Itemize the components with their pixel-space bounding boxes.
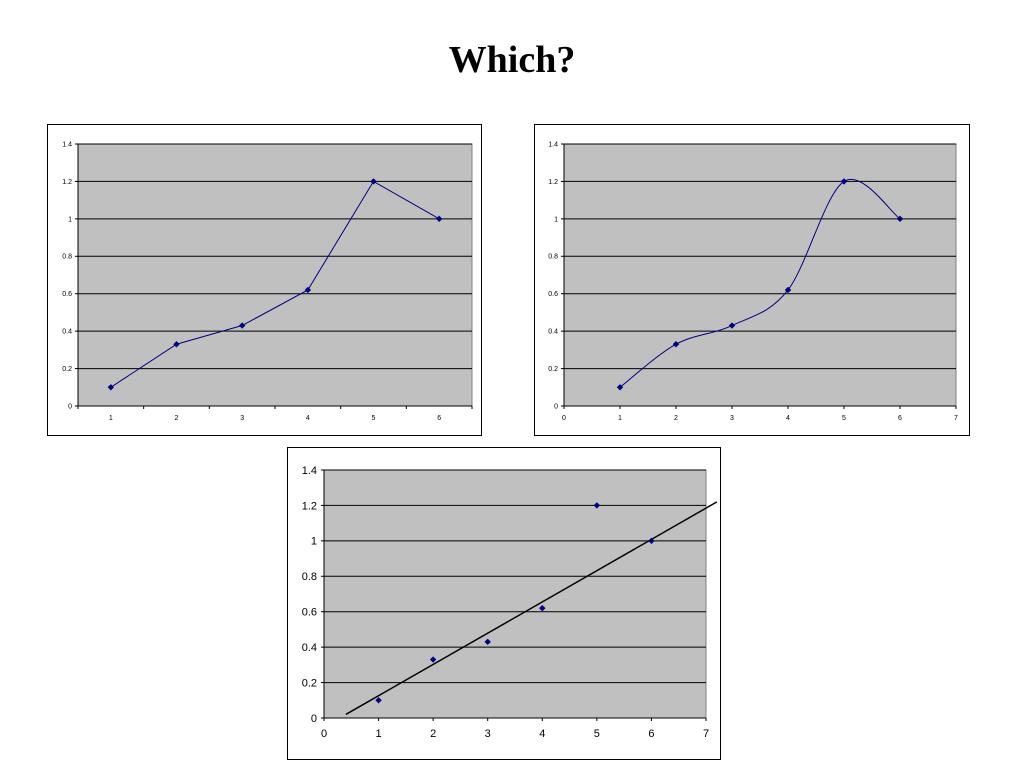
- x-tick-label: 3: [240, 415, 244, 422]
- data-point: [435, 215, 443, 223]
- y-tick-label: 1.4: [548, 141, 558, 148]
- x-tick-label: 2: [674, 415, 678, 422]
- data-point: [107, 384, 115, 391]
- y-tick-label: 0.4: [62, 329, 72, 336]
- plot-area: [323, 469, 707, 719]
- x-tick-label: 4: [306, 415, 310, 422]
- y-tick-label: 1: [554, 216, 558, 223]
- y-tick-label: 0.2: [302, 677, 317, 689]
- y-tick-label: 0.6: [62, 291, 72, 298]
- data-point: [370, 178, 377, 185]
- y-tick-label: 0.8: [302, 571, 317, 583]
- x-tick-label: 0: [321, 728, 327, 740]
- y-tick-label: 0.8: [62, 254, 72, 261]
- x-tick-label: 3: [730, 415, 734, 422]
- chart-scatter-trendline: 0 0.2 0.4 0.6 0.8 1 1.2 1.4 0 1 2 3 4 5 6 7: [287, 447, 721, 760]
- x-tick-label: 5: [372, 415, 376, 422]
- data-point: [238, 322, 246, 329]
- data-point: [728, 322, 736, 329]
- x-tick-label: 3: [485, 728, 491, 740]
- series-line: [619, 178, 901, 388]
- x-tick-label: 5: [594, 728, 600, 740]
- series-line: [110, 180, 440, 388]
- y-tick-label: 0: [68, 403, 72, 410]
- chart-straight-line-svg: 0 0.2 0.4 0.6 0.8 1 1.2 1.4 1 2 3 4 5 6: [62, 141, 473, 422]
- x-tick-label: 7: [703, 728, 709, 740]
- chart-smoothed-line: 0 0.2 0.4 0.6 0.8 1 1.2 1.4 0 1 2 3 4 5 6 7: [534, 124, 970, 436]
- data-point: [304, 286, 312, 294]
- y-tick-label: 0.6: [302, 607, 317, 619]
- x-tick-label: 6: [437, 415, 441, 422]
- data-point: [616, 384, 624, 391]
- chart-straight-line: 0 0.2 0.4 0.6 0.8 1 1.2 1.4 1 2 3 4 5 6: [47, 124, 482, 436]
- y-tick-label: 0.4: [302, 642, 317, 654]
- x-tick-label: 5: [842, 415, 846, 422]
- x-tick-label: 1: [109, 415, 113, 422]
- y-tick-label: 1.2: [62, 179, 72, 186]
- y-tick-label: 1: [68, 216, 72, 223]
- x-tick-label: 2: [175, 415, 179, 422]
- data-point: [672, 341, 680, 348]
- x-tick-label: 4: [539, 728, 545, 740]
- plot-area: [77, 143, 473, 407]
- x-tick-label: 4: [786, 415, 790, 422]
- x-tick-label: 7: [954, 415, 958, 422]
- slide-title: Which?: [448, 39, 576, 81]
- data-point: [840, 178, 848, 185]
- y-tick-label: 0.6: [548, 291, 558, 298]
- y-tick-label: 1.2: [548, 179, 558, 186]
- chart-smoothed-line-svg: 0 0.2 0.4 0.6 0.8 1 1.2 1.4 0 1 2 3 4 5 6 7: [548, 141, 958, 422]
- x-tick-label: 6: [648, 728, 654, 740]
- y-tick-label: 0.2: [548, 366, 558, 373]
- chart-scatter-trendline-svg: 0 0.2 0.4 0.6 0.8 1 1.2 1.4 0 1 2 3 4 5 6 7: [302, 465, 718, 740]
- x-tick-label: 1: [618, 415, 622, 422]
- y-tick-label: 0.4: [548, 329, 558, 336]
- data-point: [896, 215, 904, 223]
- x-tick-label: 1: [376, 728, 382, 740]
- trendline: [345, 501, 718, 716]
- x-tick-label: 6: [898, 415, 902, 422]
- y-tick-label: 1.4: [62, 141, 72, 148]
- data-point: [429, 656, 437, 663]
- plot-area: [563, 143, 957, 407]
- y-tick-label: 0.2: [62, 366, 72, 373]
- y-tick-label: 0: [554, 403, 558, 410]
- y-tick-label: 1.2: [302, 500, 317, 512]
- x-tick-label: 2: [430, 728, 436, 740]
- data-point: [173, 341, 180, 348]
- data-point: [784, 286, 792, 294]
- y-tick-label: 0.8: [548, 254, 558, 261]
- y-tick-label: 1.4: [302, 465, 317, 477]
- y-tick-label: 0: [311, 713, 317, 725]
- y-tick-label: 1: [311, 536, 317, 548]
- x-tick-label: 0: [562, 415, 566, 422]
